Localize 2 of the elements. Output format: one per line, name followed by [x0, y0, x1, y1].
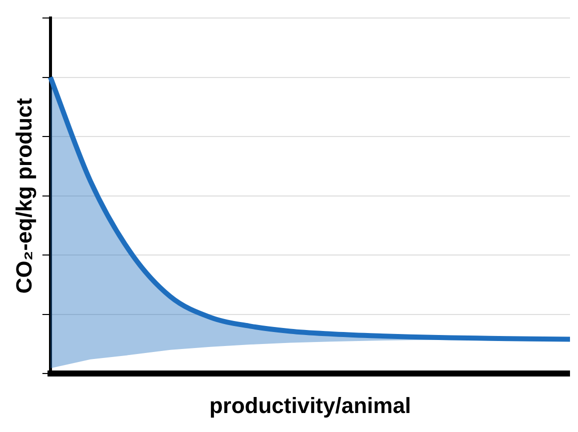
- x-axis-title: productivity/animal: [209, 392, 412, 418]
- y-axis-title: CO₂-eq/kg product: [11, 97, 36, 294]
